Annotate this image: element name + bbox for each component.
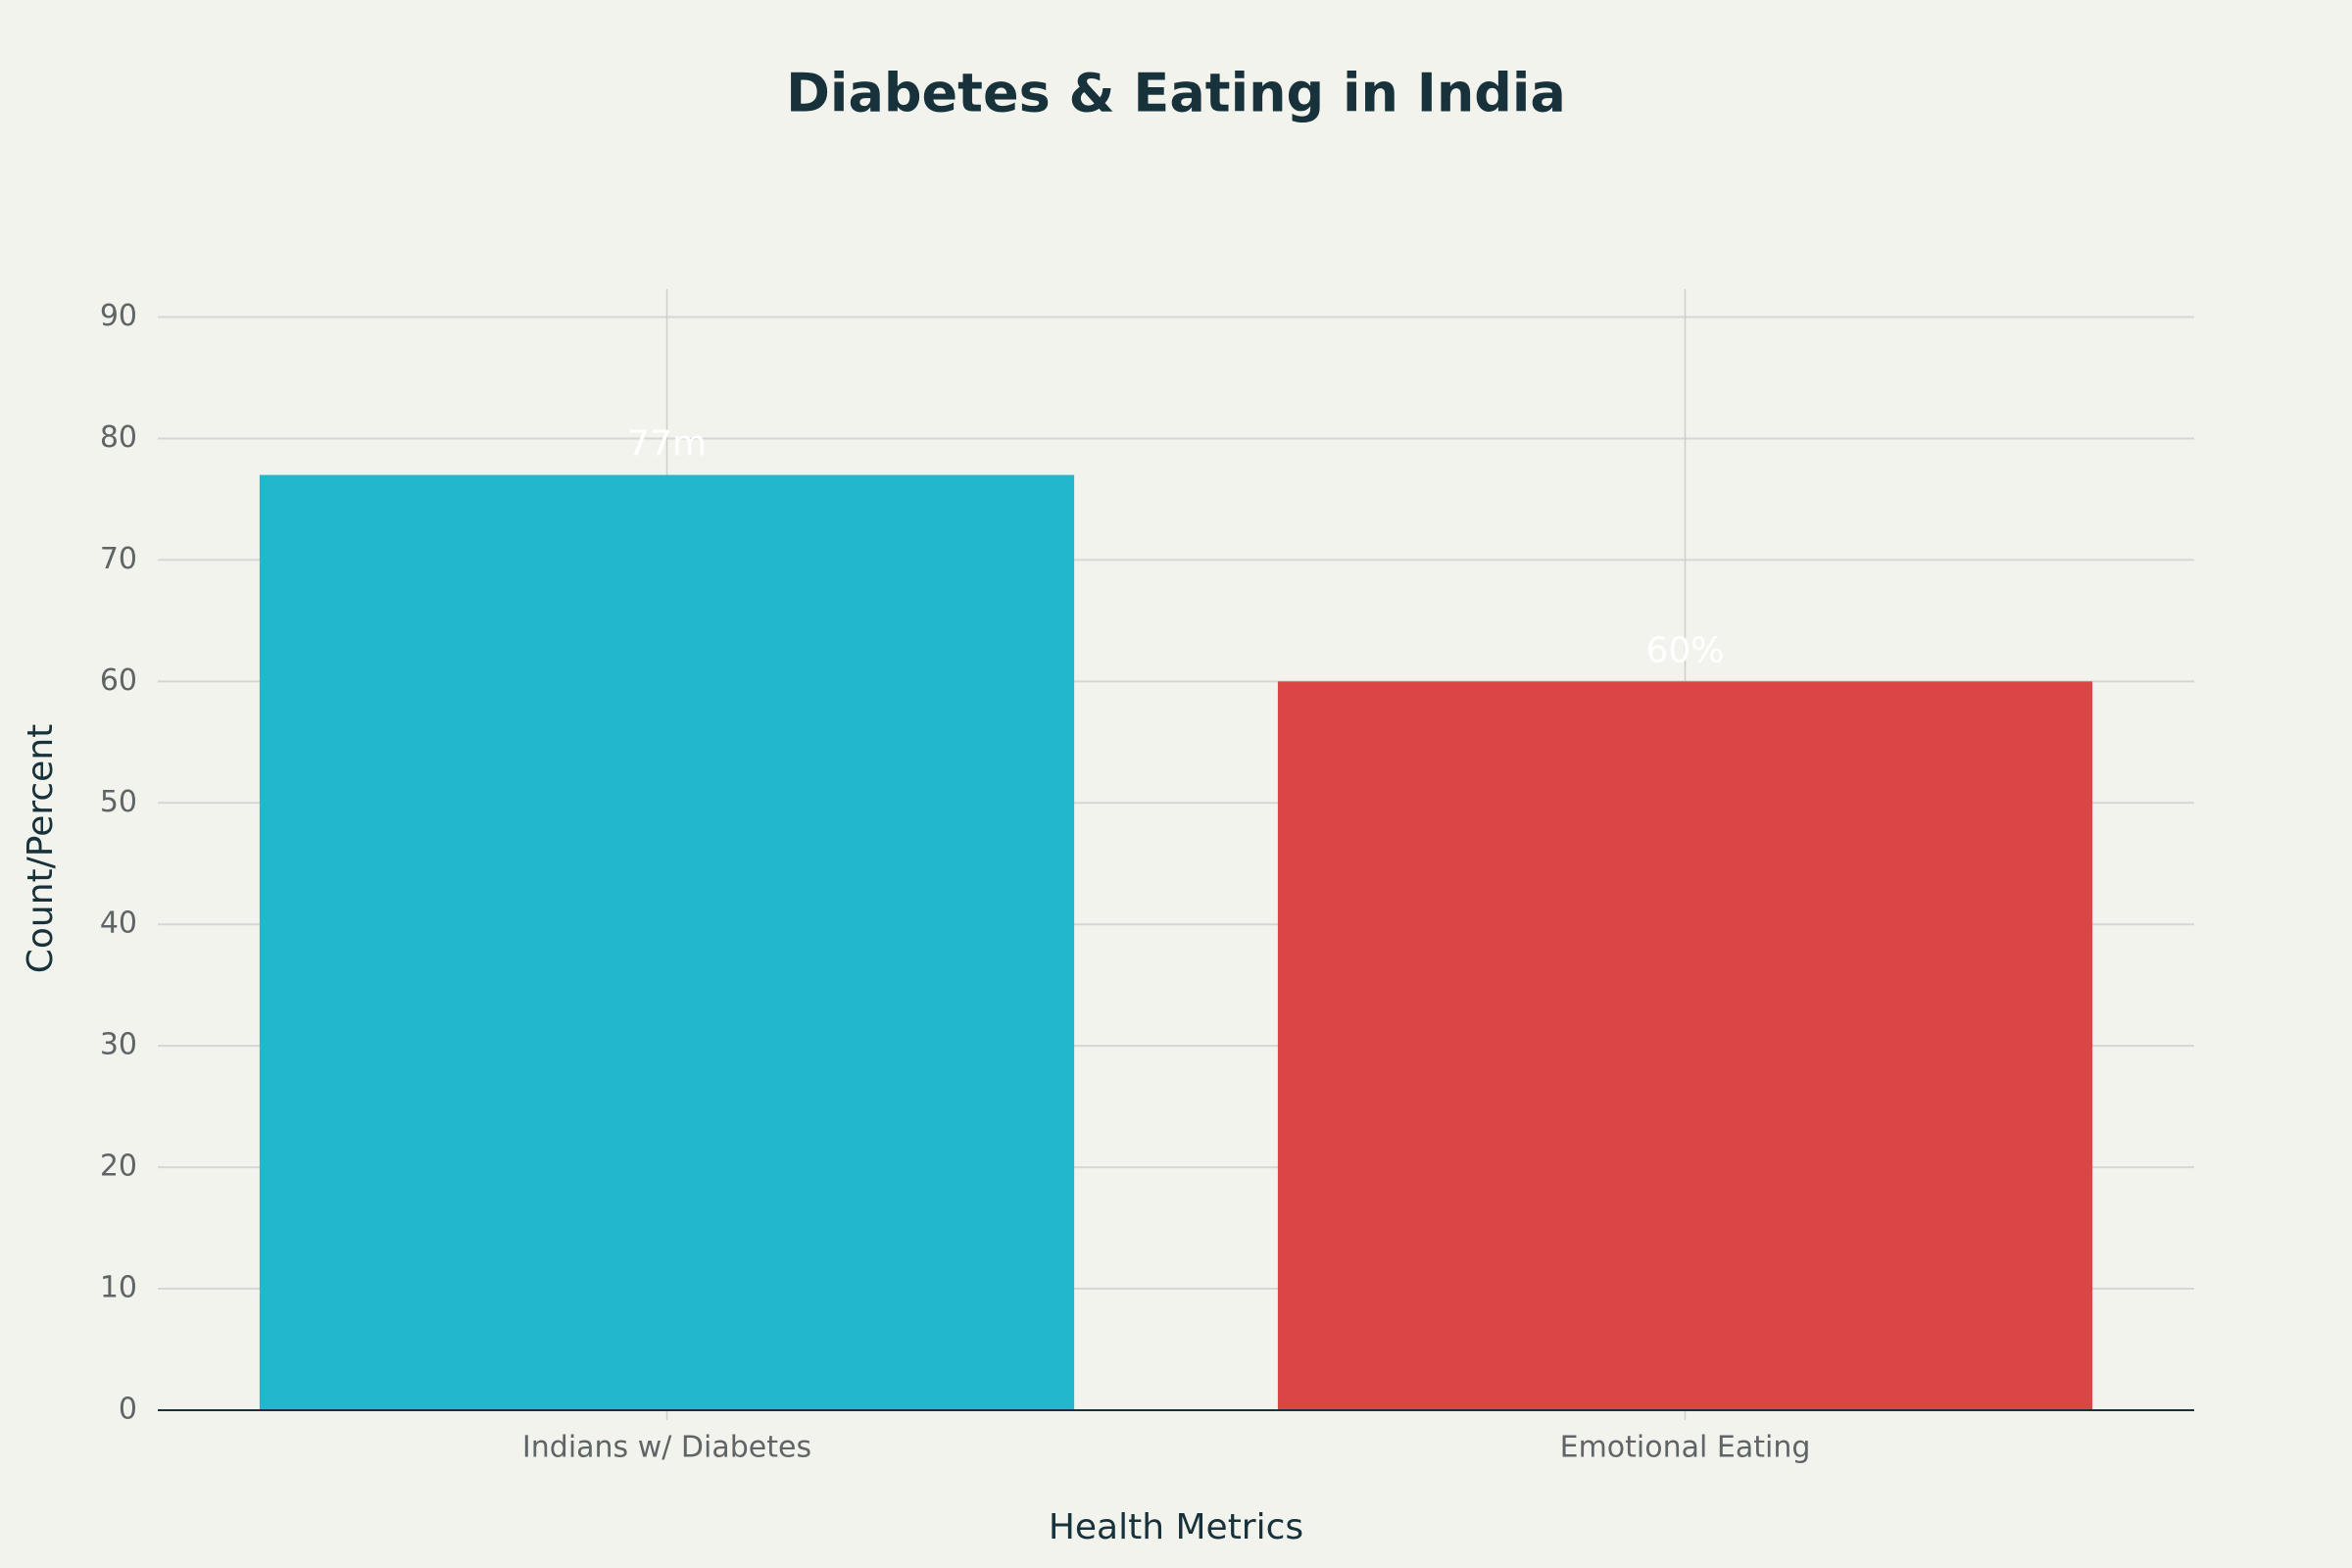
bar — [1277, 681, 2093, 1410]
x-tick-label: Emotional Eating — [1560, 1431, 1811, 1465]
x-axis-title: Health Metrics — [1049, 1507, 1303, 1547]
y-tick-label: 0 — [119, 1393, 137, 1427]
y-axis-title: Count/Percent — [21, 724, 61, 974]
bar — [259, 474, 1075, 1410]
y-tick-label: 70 — [100, 542, 137, 576]
chart-title: Diabetes & Eating in India — [786, 63, 1566, 124]
y-tick-label: 10 — [100, 1271, 137, 1305]
y-tick-label: 90 — [100, 299, 137, 333]
y-tick-label: 80 — [100, 420, 137, 455]
y-tick-label: 40 — [100, 906, 137, 941]
y-tick-label: 30 — [100, 1028, 137, 1062]
x-tick-label: Indians w/ Diabetes — [522, 1431, 811, 1465]
y-tick-label: 60 — [100, 663, 137, 698]
y-tick-label: 20 — [100, 1150, 137, 1184]
y-tick-label: 50 — [100, 785, 137, 819]
value-label: 77m — [627, 424, 707, 465]
value-label: 60% — [1645, 630, 1724, 670]
